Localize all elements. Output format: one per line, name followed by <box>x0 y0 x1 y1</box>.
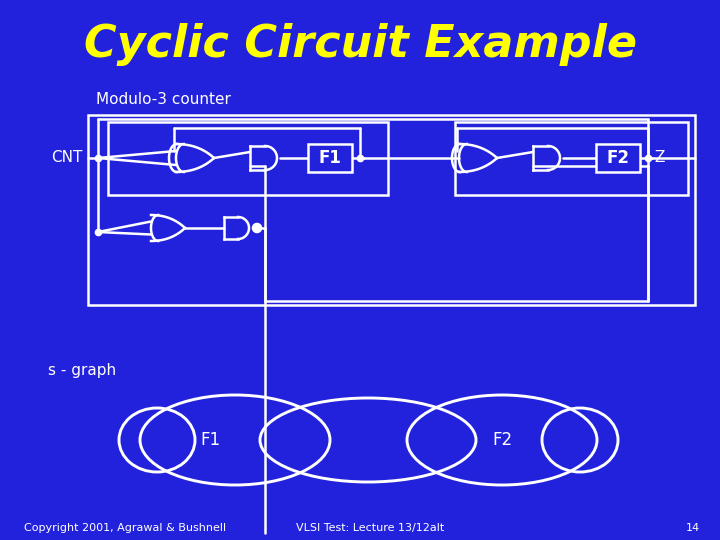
Bar <box>108 122 388 195</box>
Bar <box>308 144 352 172</box>
Text: F1: F1 <box>200 431 220 449</box>
Text: Modulo-3 counter: Modulo-3 counter <box>96 92 231 107</box>
Text: F1: F1 <box>318 149 341 167</box>
Bar <box>455 122 688 195</box>
Circle shape <box>253 224 261 232</box>
Text: Z: Z <box>654 151 665 165</box>
Text: F2: F2 <box>606 149 629 167</box>
Text: F2: F2 <box>492 431 512 449</box>
Text: s - graph: s - graph <box>48 362 116 377</box>
Text: VLSI Test: Lecture 13/12alt: VLSI Test: Lecture 13/12alt <box>296 523 444 533</box>
Text: CNT: CNT <box>50 151 82 165</box>
Text: 14: 14 <box>686 523 700 533</box>
Bar <box>88 115 695 305</box>
Text: Copyright 2001, Agrawal & Bushnell: Copyright 2001, Agrawal & Bushnell <box>24 523 226 533</box>
Bar <box>596 144 640 172</box>
Text: Cyclic Circuit Example: Cyclic Circuit Example <box>84 24 636 66</box>
